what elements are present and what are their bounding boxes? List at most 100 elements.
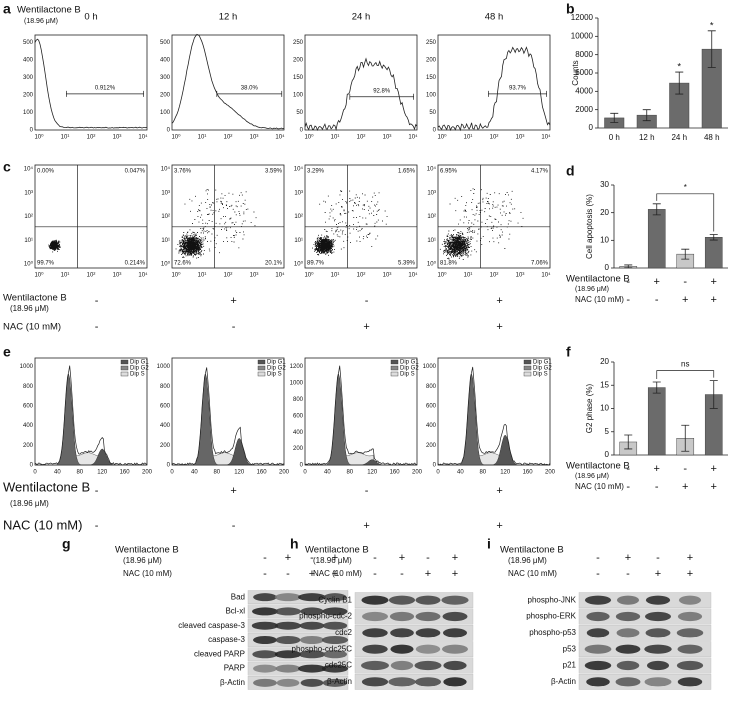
x-tick-label: 10⁰	[304, 134, 314, 141]
treatment-label: NAC (10 mM)	[123, 569, 172, 578]
protein-label: β-Actin	[220, 678, 245, 687]
sign: -	[626, 568, 630, 580]
y-tick-label: 1000	[20, 364, 34, 370]
error-bar	[652, 203, 661, 216]
blot-band	[253, 636, 277, 644]
blot-band	[442, 644, 468, 654]
error-bar	[707, 30, 716, 68]
x-tick-label: 10²	[224, 135, 233, 141]
panel-letter: c	[3, 159, 11, 175]
sign: +	[309, 568, 315, 580]
quadrant-percent: 0.047%	[125, 169, 146, 175]
legend-swatch	[257, 359, 266, 365]
blot-strip	[354, 657, 474, 674]
blot-band	[323, 593, 347, 602]
sign: +	[625, 552, 631, 564]
sign: +	[363, 321, 369, 333]
blot-band	[442, 628, 468, 638]
x-tick-label: 0	[303, 470, 307, 476]
y-tick-label: 0	[433, 128, 437, 134]
blot-band	[298, 650, 326, 659]
blot-band	[390, 644, 414, 654]
blot-band	[676, 628, 704, 638]
sign: -	[286, 568, 290, 580]
y-tick-label: 600	[293, 413, 304, 419]
x-tick-label: 10³	[113, 273, 122, 279]
y-tick-label: 10²	[24, 214, 33, 220]
y-tick-label: 100	[293, 93, 304, 99]
sign: +	[230, 485, 236, 497]
error-bar	[709, 380, 718, 409]
blot-band	[322, 621, 348, 630]
y-tick-label: 50	[296, 110, 303, 116]
sign: +	[682, 481, 688, 493]
y-tick-label: 800	[426, 384, 437, 390]
blot-band	[361, 660, 389, 671]
y-tick-label: 5	[605, 427, 610, 436]
y-tick-label: 10³	[24, 190, 33, 196]
blot-band	[322, 607, 348, 616]
blot-band	[253, 678, 277, 687]
error-bar	[681, 248, 690, 260]
legend-swatch	[257, 365, 266, 371]
panel-letter: h	[290, 536, 299, 552]
y-tick-label: 10000	[571, 31, 594, 40]
blot-band	[441, 595, 469, 605]
sign: -	[232, 520, 236, 532]
gate-percent: 38.0%	[241, 85, 259, 91]
blot-band	[415, 644, 441, 654]
protein-label: phospho-cdc-2	[299, 612, 352, 621]
x-tick-label: 160	[257, 470, 268, 476]
treatment-label: Wentilactone B	[305, 545, 369, 556]
blot-band	[677, 611, 703, 622]
legend-label: Dip S	[267, 372, 282, 378]
sign: -	[263, 552, 267, 564]
treatment-label: NAC (10 mM)	[575, 482, 624, 491]
blot-band	[645, 611, 671, 622]
quadrant-percent: 4.17%	[531, 169, 549, 175]
sign: -	[95, 321, 99, 333]
y-tick-label: 800	[293, 397, 304, 403]
y-tick-label: 10⁴	[161, 166, 171, 173]
x-tick-label: 48 h	[704, 133, 720, 142]
dose-label: (18.96 μM)	[575, 286, 609, 293]
sign: +	[711, 481, 717, 493]
y-tick-label: 10²	[161, 214, 170, 220]
legend-label: Dip G1	[130, 360, 149, 366]
x-tick-label: 10³	[516, 273, 525, 279]
y-tick-label: 0	[300, 463, 304, 469]
treatment-label: Wentilactone B	[17, 5, 81, 16]
x-tick-label: 200	[412, 470, 423, 476]
treatment-label: Wentilactone B	[566, 274, 630, 285]
sign: +	[711, 294, 717, 306]
blot-band	[321, 664, 349, 673]
y-tick-label: 200	[426, 443, 437, 449]
blot-band	[390, 660, 414, 671]
blot-band	[276, 678, 300, 687]
y-tick-label: 12000	[571, 13, 594, 22]
dose-label: (18.96 μM)	[123, 556, 162, 565]
x-tick-label: 10⁰	[171, 272, 181, 279]
blot-band	[388, 595, 416, 605]
total-curve	[34, 365, 148, 466]
x-tick-label: 10⁴	[408, 272, 418, 279]
histogram-curve	[171, 33, 285, 130]
blot-strip	[354, 641, 474, 658]
quadrant-percent: 0.214%	[125, 261, 146, 267]
sign: +	[655, 568, 661, 580]
quadrant-percent: 89.7%	[307, 261, 325, 267]
dose-label: (18.96 μM)	[10, 499, 49, 508]
x-tick-label: 10⁴	[541, 272, 551, 279]
y-tick-label: 0	[30, 128, 34, 134]
protein-label: phospho-JNK	[528, 595, 577, 604]
legend-swatch	[523, 371, 532, 377]
x-tick-label: 10²	[490, 135, 499, 141]
x-tick-label: 10⁰	[304, 272, 314, 279]
quadrant-percent: 7.06%	[531, 261, 549, 267]
protein-label: PARP	[224, 664, 245, 673]
error-bar	[642, 109, 651, 122]
blot-band	[300, 678, 324, 687]
protein-label: cdc2	[335, 628, 352, 637]
